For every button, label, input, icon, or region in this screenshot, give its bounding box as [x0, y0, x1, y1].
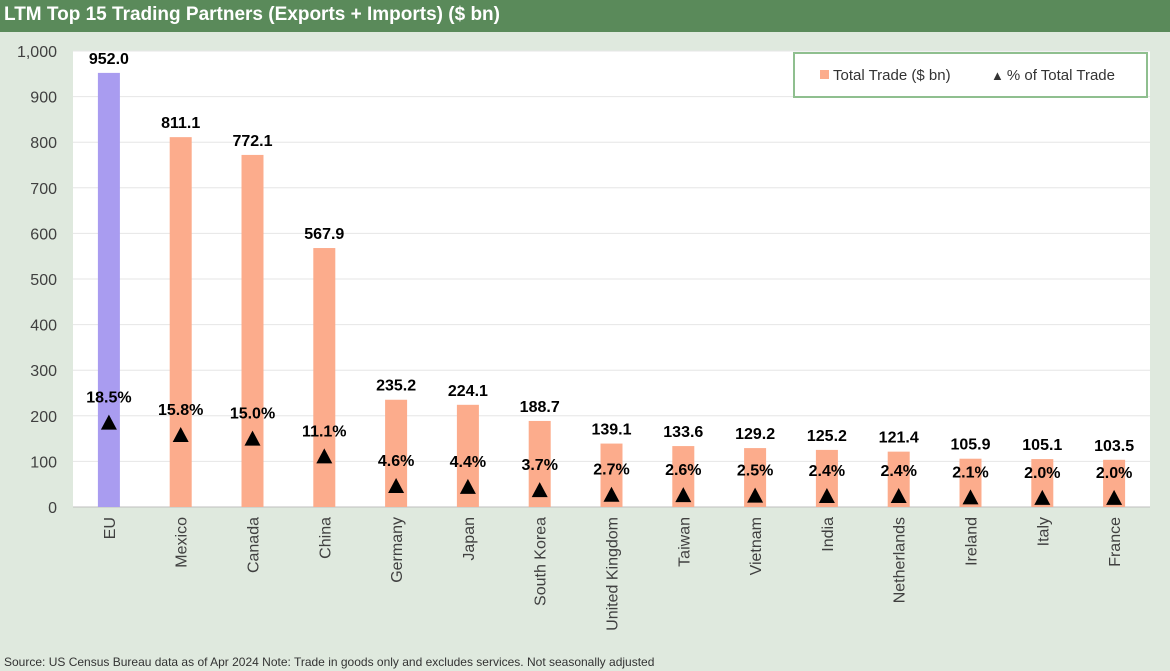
x-tick-label: Canada: [246, 517, 263, 573]
x-tick-label: Taiwan: [676, 517, 693, 567]
bar-value-label: 105.9: [950, 437, 990, 454]
y-tick-label: 500: [30, 272, 57, 289]
pct-value-label: 3.7%: [521, 457, 557, 474]
bar: [744, 448, 767, 507]
bar-value-label: 235.2: [376, 378, 416, 395]
y-tick-label: 900: [30, 90, 57, 107]
x-tick-label: United Kingdom: [605, 517, 622, 631]
title-bar: LTM Top 15 Trading Partners (Exports + I…: [0, 0, 1170, 32]
bar-value-label: 811.1: [161, 115, 200, 132]
x-tick-label: Ireland: [964, 517, 981, 566]
y-tick-label: 600: [30, 226, 57, 243]
bar-value-label: 952.0: [89, 51, 129, 68]
pct-value-label: 4.4%: [450, 454, 486, 471]
bar: [97, 72, 120, 507]
pct-marker: [747, 487, 764, 503]
y-tick-label: 700: [30, 181, 57, 198]
bar: [815, 449, 838, 507]
source-note: Source: US Census Bureau data as of Apr …: [4, 655, 655, 669]
bar-value-label: 125.2: [807, 428, 847, 445]
x-tick-label: Mexico: [174, 517, 191, 568]
chart-canvas: 0 100 200 300 400 500 600 700 800 900 1,000 952.0 18…: [17, 44, 1150, 631]
legend-triangle-icon: ▲: [991, 68, 1004, 83]
x-tick-label: France: [1107, 517, 1124, 567]
y-tick-label: 800: [30, 135, 57, 152]
bar: [1031, 459, 1054, 507]
pct-value-label: 2.0%: [1096, 465, 1132, 482]
bar-value-label: 121.4: [879, 430, 919, 447]
pct-value-label: 2.4%: [809, 463, 845, 480]
legend-item-total-trade: Total Trade ($ bn): [820, 67, 951, 84]
bar: [241, 154, 264, 507]
pct-value-label: 2.1%: [952, 464, 988, 481]
chart-legend: Total Trade ($ bn) ▲% of Total Trade: [793, 52, 1148, 98]
bar-value-label: 224.1: [448, 383, 488, 400]
x-tick-label: India: [820, 517, 837, 552]
pct-marker: [962, 489, 979, 505]
pct-value-label: 2.5%: [737, 463, 773, 480]
pct-value-label: 2.4%: [880, 463, 916, 480]
bar-value-label: 105.1: [1022, 437, 1062, 454]
bar-value-label: 567.9: [304, 226, 344, 243]
pct-marker: [818, 488, 835, 504]
bar: [169, 137, 192, 507]
x-tick-label: Italy: [1035, 517, 1052, 546]
chart-title: LTM Top 15 Trading Partners (Exports + I…: [4, 4, 500, 25]
pct-marker: [316, 448, 333, 464]
bar: [385, 399, 408, 507]
y-tick-label: 400: [30, 318, 57, 335]
legend-label-pct-total: % of Total Trade: [1006, 67, 1115, 84]
pct-marker: [603, 486, 620, 502]
bar-value-label: 103.5: [1094, 438, 1134, 455]
bar: [672, 446, 695, 507]
pct-marker: [172, 426, 189, 442]
y-tick-label: 1,000: [17, 44, 57, 61]
pct-value-label: 2.6%: [665, 462, 701, 479]
x-tick-label: EU: [102, 517, 119, 539]
x-tick-label: Vietnam: [748, 517, 765, 575]
bar: [1103, 459, 1126, 507]
legend-label-total-trade: Total Trade ($ bn): [833, 67, 951, 84]
x-tick-label: Japan: [461, 517, 478, 561]
bar: [959, 458, 982, 507]
bar: [456, 404, 479, 507]
bar: [313, 248, 336, 507]
pct-value-label: 15.0%: [230, 406, 275, 423]
y-tick-label: 200: [30, 409, 57, 426]
bar: [887, 451, 910, 507]
bar-value-label: 772.1: [232, 133, 272, 150]
pct-marker: [1106, 489, 1123, 505]
pct-marker: [531, 482, 548, 498]
y-tick-label: 0: [48, 500, 57, 517]
bar-value-label: 129.2: [735, 426, 775, 443]
y-tick-label: 300: [30, 363, 57, 380]
bar: [528, 420, 551, 507]
pct-marker: [459, 478, 476, 494]
pct-value-label: 2.0%: [1024, 465, 1060, 482]
pct-value-label: 11.1%: [302, 423, 346, 440]
pct-marker: [388, 478, 405, 494]
bar-value-label: 188.7: [520, 399, 560, 416]
pct-value-label: 15.8%: [158, 402, 203, 419]
bar-value-label: 133.6: [663, 424, 703, 441]
x-tick-label: South Korea: [533, 517, 550, 606]
bar: [600, 443, 623, 507]
pct-value-label: 4.6%: [378, 453, 414, 470]
pct-value-label: 2.7%: [593, 462, 629, 479]
pct-marker: [100, 414, 117, 430]
pct-marker: [1034, 489, 1051, 505]
x-tick-label: Germany: [389, 517, 406, 583]
pct-marker: [890, 488, 907, 504]
pct-marker: [675, 487, 692, 503]
y-tick-label: 100: [30, 454, 57, 471]
pct-marker: [244, 430, 261, 446]
x-tick-label: China: [317, 517, 334, 559]
bar-value-label: 139.1: [591, 422, 631, 439]
legend-item-pct-total: ▲% of Total Trade: [991, 67, 1115, 84]
x-tick-label: Netherlands: [892, 517, 909, 603]
legend-swatch-bar: [820, 70, 829, 79]
pct-value-label: 18.5%: [86, 390, 131, 407]
